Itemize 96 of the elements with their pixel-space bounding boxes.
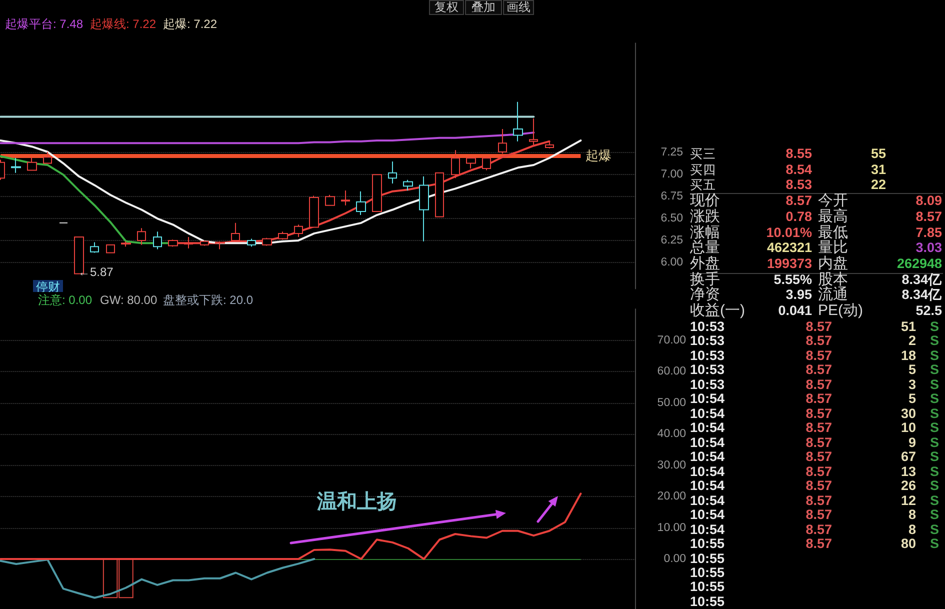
candlestick: [341, 190, 350, 206]
text: 5.55%: [774, 270, 812, 289]
y-tick-label: 6.25: [660, 234, 684, 246]
text: 55: [870, 145, 886, 163]
text: 起爆: 7.22: [163, 17, 218, 31]
text: 买三: [690, 146, 716, 163]
line-series: [0, 139, 582, 244]
annotation: ←5.87: [78, 265, 114, 279]
candlestick: [372, 174, 382, 212]
candlestick: [482, 156, 491, 171]
text: 8.34亿: [902, 286, 942, 304]
candlestick: [153, 231, 162, 250]
y-tick-label: 40.00: [657, 428, 686, 440]
text: 涨幅: [690, 224, 720, 240]
y-tick-label: 10.00: [657, 522, 686, 534]
text: 收益(一): [690, 302, 745, 320]
y-tick-label: 7.00: [660, 168, 684, 181]
text: 最高: [818, 208, 848, 225]
candlestick: [356, 190, 366, 216]
y-tick-label: 20.00: [657, 490, 686, 502]
candlestick: [137, 228, 146, 246]
candlestick: [466, 158, 476, 170]
text: 量比: [818, 239, 848, 256]
text: 8.57: [916, 208, 942, 226]
y-tick-label: 30.00: [657, 459, 686, 472]
y-tick-label: 0.00: [664, 553, 686, 565]
y-tick-label: 50.00: [657, 396, 686, 409]
line-series: [0, 558, 316, 599]
candlestick: [498, 128, 507, 154]
y-tick-label: 6.75: [660, 190, 684, 203]
annotation: 温和上扬: [316, 490, 397, 513]
text: 0.78: [786, 208, 812, 226]
text: 8.53: [786, 176, 812, 194]
text: 262948: [896, 254, 942, 273]
text: 现价: [690, 192, 720, 210]
text: 8.09: [916, 192, 942, 210]
text: 199373: [766, 254, 812, 273]
text: 外盘: [690, 254, 720, 272]
text: 流通: [818, 286, 848, 304]
candlestick: [513, 101, 523, 142]
text: 注意: 0.00: [38, 293, 92, 307]
toolbar-button[interactable]: 画线: [503, 0, 534, 15]
line-series: [0, 132, 535, 144]
text: 起爆线: 7.22: [90, 17, 156, 31]
candlestick: [11, 158, 21, 174]
candlestick: [278, 231, 288, 240]
text: 3.03: [916, 239, 942, 258]
text: 内盘: [818, 254, 848, 272]
text: 换手: [690, 270, 720, 288]
text: 7.85: [916, 224, 942, 242]
candlestick: [325, 194, 335, 206]
text: 盘整或下跌: 20.0: [163, 293, 254, 307]
line-series: [0, 492, 582, 560]
text: GW: 80.00: [100, 293, 158, 307]
y-tick-label: 70.00: [657, 334, 686, 346]
ref-line-label: 起爆: [586, 148, 612, 163]
y-tick-label: 6.00: [660, 256, 684, 268]
text: 买五: [690, 177, 716, 193]
candlestick: [388, 161, 397, 184]
candlestick: [419, 176, 429, 242]
text: 最低: [818, 224, 848, 240]
candlestick: [247, 238, 256, 248]
toolbar-button[interactable]: 复权: [429, 0, 464, 15]
y-tick-label: 60.00: [657, 366, 686, 378]
candlestick: [106, 244, 115, 254]
y-tick-label: 6.50: [660, 212, 684, 225]
text: 22: [870, 176, 886, 194]
text: 买四: [690, 162, 716, 179]
candlestick: [403, 179, 413, 191]
text: 涨跌: [690, 208, 720, 225]
candlestick: [43, 151, 52, 164]
candlestick: [435, 172, 444, 218]
text: 8.55: [786, 145, 812, 163]
candlestick: [121, 240, 131, 248]
text: 起爆平台: 7.48: [5, 17, 84, 31]
candlestick: [309, 195, 319, 228]
y-tick-label: 7.25: [660, 146, 684, 159]
text: 8.54: [786, 160, 812, 179]
text: 3.95: [786, 286, 812, 304]
text: 8.57: [786, 192, 812, 210]
candlestick: [451, 150, 460, 179]
text: 8.34亿: [902, 270, 942, 288]
toolbar-button[interactable]: 叠加: [465, 0, 502, 15]
candlestick: [231, 222, 240, 242]
text: 52.5: [916, 302, 942, 320]
candlestick: [90, 242, 99, 254]
text: 10.01%: [766, 224, 812, 242]
text: 今开: [818, 192, 848, 210]
text: 净资: [690, 286, 720, 304]
text: 总量: [690, 239, 720, 256]
candlestick: [294, 224, 303, 238]
candlestick: [27, 158, 37, 171]
text: 31: [870, 160, 886, 179]
text: 0.041: [778, 302, 812, 320]
text: PE(动): [818, 302, 863, 320]
text: 462321: [766, 239, 812, 258]
